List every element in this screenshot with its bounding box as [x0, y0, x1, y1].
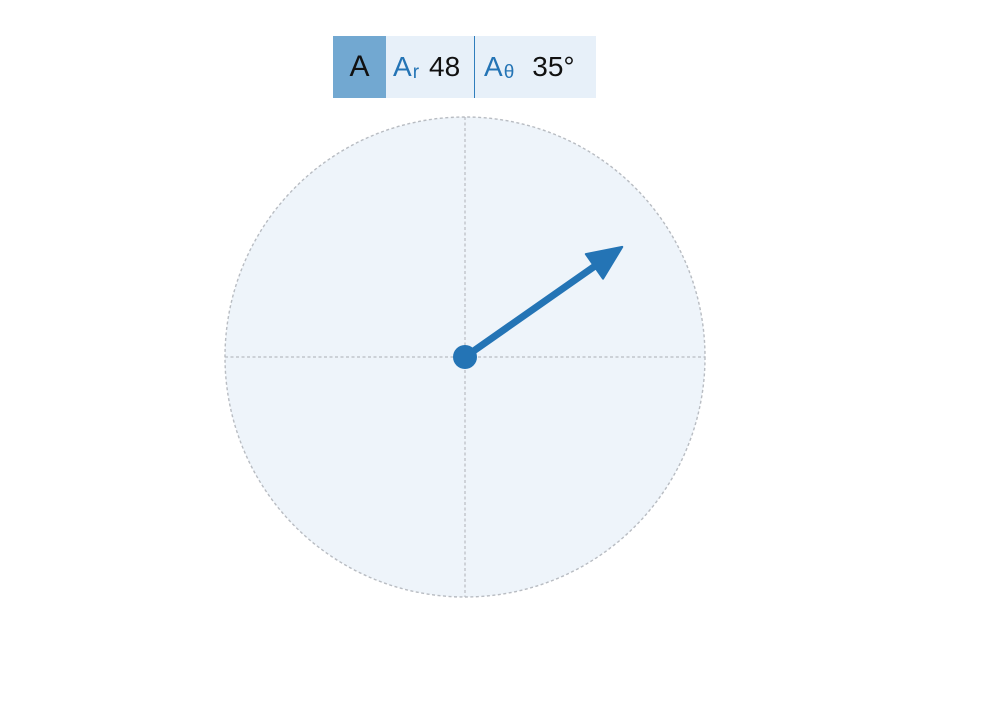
angle-value[interactable]: 35°	[532, 51, 575, 82]
magnitude-value[interactable]: 48	[429, 51, 461, 82]
vector-shaft	[461, 260, 602, 361]
magnitude-symbol: A	[393, 51, 412, 82]
magnitude-subscript: r	[412, 62, 420, 83]
origin-dot	[453, 345, 477, 369]
angle-symbol: A	[484, 51, 503, 82]
angle-subscript: θ	[503, 62, 515, 83]
vector-name-label: A	[333, 36, 386, 98]
vector-arrowhead[interactable]	[584, 245, 624, 280]
